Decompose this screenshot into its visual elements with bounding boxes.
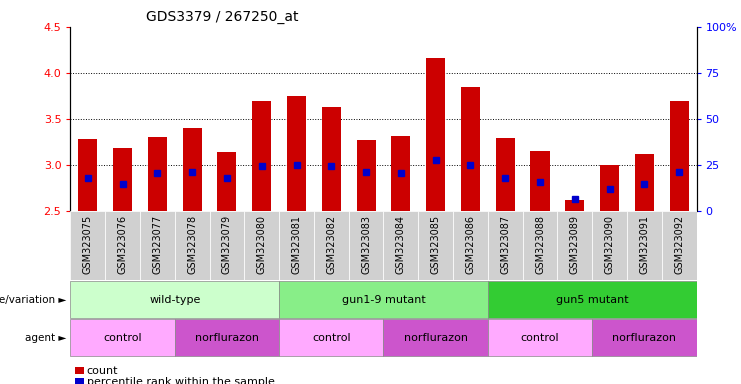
Bar bbox=[627, 211, 662, 280]
Text: control: control bbox=[103, 333, 142, 343]
Text: control: control bbox=[312, 333, 350, 343]
Text: norflurazon: norflurazon bbox=[404, 333, 468, 343]
Text: gun5 mutant: gun5 mutant bbox=[556, 295, 628, 305]
Text: agent ►: agent ► bbox=[25, 333, 67, 343]
Bar bbox=[70, 281, 279, 318]
Bar bbox=[496, 138, 515, 211]
Text: GSM323077: GSM323077 bbox=[153, 215, 162, 274]
Text: GSM323090: GSM323090 bbox=[605, 215, 614, 274]
Bar bbox=[70, 211, 105, 280]
Text: GSM323086: GSM323086 bbox=[465, 215, 476, 274]
Bar bbox=[210, 211, 245, 280]
Bar bbox=[461, 87, 480, 211]
Text: GSM323092: GSM323092 bbox=[674, 215, 684, 274]
Bar bbox=[245, 211, 279, 280]
Bar bbox=[322, 107, 341, 211]
Bar bbox=[105, 211, 140, 280]
Text: genotype/variation ►: genotype/variation ► bbox=[0, 295, 67, 305]
Text: control: control bbox=[521, 333, 559, 343]
Bar bbox=[592, 211, 627, 280]
Bar bbox=[453, 211, 488, 280]
Bar bbox=[70, 319, 175, 356]
Bar bbox=[287, 96, 306, 211]
Bar bbox=[384, 319, 488, 356]
Text: GSM323088: GSM323088 bbox=[535, 215, 545, 274]
Bar bbox=[592, 319, 697, 356]
Bar bbox=[252, 101, 271, 211]
Text: GSM323080: GSM323080 bbox=[256, 215, 267, 274]
Text: GSM323081: GSM323081 bbox=[291, 215, 302, 274]
Bar bbox=[79, 139, 97, 211]
Text: GDS3379 / 267250_at: GDS3379 / 267250_at bbox=[145, 10, 298, 25]
Text: GSM323091: GSM323091 bbox=[639, 215, 649, 274]
Text: gun1-9 mutant: gun1-9 mutant bbox=[342, 295, 425, 305]
Text: wild-type: wild-type bbox=[149, 295, 200, 305]
Text: percentile rank within the sample: percentile rank within the sample bbox=[87, 377, 275, 384]
Bar bbox=[182, 128, 202, 211]
Bar bbox=[140, 211, 175, 280]
Bar bbox=[557, 211, 592, 280]
Text: norflurazon: norflurazon bbox=[612, 333, 677, 343]
Text: GSM323089: GSM323089 bbox=[570, 215, 579, 274]
Bar bbox=[349, 211, 384, 280]
Bar bbox=[600, 165, 619, 211]
Bar bbox=[662, 211, 697, 280]
Bar bbox=[635, 154, 654, 211]
Bar bbox=[488, 319, 592, 356]
Text: GSM323078: GSM323078 bbox=[187, 215, 197, 274]
Bar bbox=[531, 151, 550, 211]
Text: norflurazon: norflurazon bbox=[195, 333, 259, 343]
Text: GSM323076: GSM323076 bbox=[118, 215, 127, 274]
Bar bbox=[279, 319, 384, 356]
Bar bbox=[670, 101, 688, 211]
Bar bbox=[384, 211, 418, 280]
Bar bbox=[565, 200, 585, 211]
Bar bbox=[279, 281, 488, 318]
Text: GSM323075: GSM323075 bbox=[83, 215, 93, 274]
Bar bbox=[217, 152, 236, 211]
Bar bbox=[488, 211, 522, 280]
Text: GSM323087: GSM323087 bbox=[500, 215, 511, 274]
Bar bbox=[113, 147, 132, 211]
Bar bbox=[147, 137, 167, 211]
Text: GSM323083: GSM323083 bbox=[361, 215, 371, 274]
Text: count: count bbox=[87, 366, 119, 376]
Text: GSM323085: GSM323085 bbox=[431, 215, 441, 274]
Text: GSM323082: GSM323082 bbox=[326, 215, 336, 274]
Bar bbox=[522, 211, 557, 280]
Text: GSM323079: GSM323079 bbox=[222, 215, 232, 274]
Text: GSM323084: GSM323084 bbox=[396, 215, 406, 274]
Bar bbox=[488, 281, 697, 318]
Bar bbox=[279, 211, 314, 280]
Bar bbox=[418, 211, 453, 280]
Bar bbox=[391, 136, 411, 211]
Bar bbox=[356, 140, 376, 211]
Bar bbox=[426, 58, 445, 211]
Bar bbox=[175, 211, 210, 280]
Bar bbox=[175, 319, 279, 356]
Bar bbox=[314, 211, 349, 280]
